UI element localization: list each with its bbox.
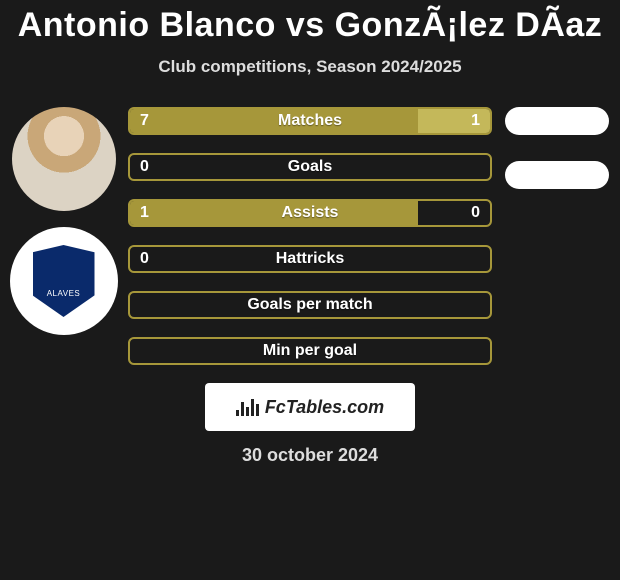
brand-logo-box: FcTables.com — [205, 383, 415, 431]
subtitle: Club competitions, Season 2024/2025 — [0, 57, 620, 77]
stat-value-left: 1 — [140, 204, 149, 222]
stat-fill-left — [130, 109, 418, 133]
brand-text: FcTables.com — [265, 397, 384, 418]
chart-icon — [236, 399, 259, 416]
player-left-club-badge — [12, 229, 116, 333]
right-player-column — [499, 107, 614, 215]
stat-value-left: 7 — [140, 112, 149, 130]
comparison-panel: 7 1 Matches 0 Goals 1 0 Assists 0 Hattricks Goals … — [0, 107, 620, 466]
stat-fill-left — [130, 201, 418, 225]
stat-value-right: 1 — [471, 112, 480, 130]
player-left-avatar — [12, 107, 116, 211]
stat-row: 0 Goals — [128, 153, 492, 181]
left-player-column — [6, 107, 121, 333]
stat-value-left: 0 — [140, 158, 149, 176]
stat-value-left: 0 — [140, 250, 149, 268]
stat-label: Min per goal — [263, 342, 357, 360]
stat-label: Hattricks — [276, 250, 344, 268]
stat-row: 7 1 Matches — [128, 107, 492, 135]
player-right-avatar — [505, 107, 609, 135]
player-right-club-badge — [505, 161, 609, 189]
stat-row: Goals per match — [128, 291, 492, 319]
stat-row: 1 0 Assists — [128, 199, 492, 227]
stat-label: Goals — [288, 158, 332, 176]
date-label: 30 october 2024 — [0, 445, 620, 466]
stat-value-right: 0 — [471, 204, 480, 222]
stat-bars: 7 1 Matches 0 Goals 1 0 Assists 0 Hattricks Goals … — [128, 107, 492, 365]
stat-row: Min per goal — [128, 337, 492, 365]
stat-label: Matches — [278, 112, 342, 130]
stat-label: Assists — [282, 204, 339, 222]
stat-label: Goals per match — [247, 296, 372, 314]
page-title: Antonio Blanco vs GonzÃ¡lez DÃ­az — [0, 0, 620, 45]
stat-row: 0 Hattricks — [128, 245, 492, 273]
